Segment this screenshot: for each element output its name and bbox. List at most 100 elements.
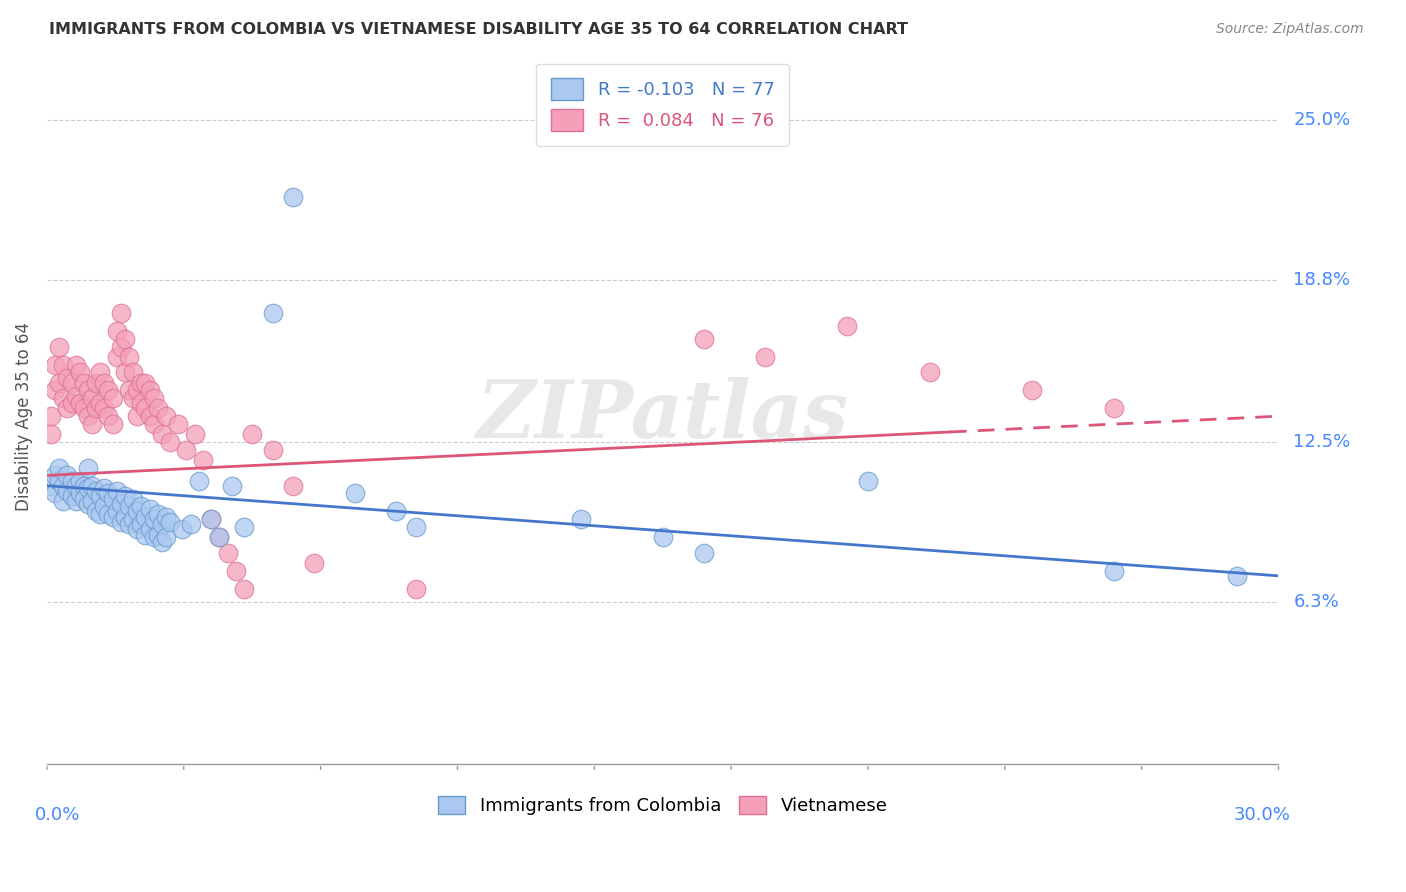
Point [150,427,173,442]
Text: 0.0%: 0.0% [35,805,80,823]
Point [39,409,62,424]
Point [84,376,107,390]
Point [176,442,198,457]
Point [131,500,153,514]
Point [150,535,173,549]
Point [52,391,75,405]
Point [208,530,231,544]
Point [134,509,156,524]
Text: 30.0%: 30.0% [1234,805,1291,823]
Point [1104,401,1126,416]
Point [118,350,141,364]
Point [1021,384,1043,398]
Point [48,460,70,475]
Point [146,401,169,416]
Point [131,517,153,532]
Point [77,481,100,495]
Point [1104,564,1126,578]
Point [302,556,325,570]
Point [48,340,70,354]
Point [118,517,141,532]
Point [80,479,103,493]
Point [97,507,120,521]
Point [200,512,222,526]
Point [1226,569,1249,583]
Point [84,401,107,416]
Point [56,468,79,483]
Point [127,409,149,424]
Point [110,497,132,511]
Point [856,474,879,488]
Point [114,332,136,346]
Point [110,340,132,354]
Point [44,486,66,500]
Point [89,507,111,521]
Point [134,401,156,416]
Point [73,376,96,390]
Point [101,417,124,431]
Point [142,391,165,405]
Point [97,486,120,500]
Point [146,527,169,541]
Text: ZIPatlas: ZIPatlas [477,377,849,455]
Point [221,479,243,493]
Point [138,384,160,398]
Point [134,527,156,541]
Point [77,497,100,511]
Point [105,483,128,498]
Point [122,512,145,526]
Point [200,512,222,526]
Point [142,530,165,544]
Point [80,391,103,405]
Point [105,350,128,364]
Point [122,391,145,405]
Point [127,504,149,518]
Point [122,491,145,506]
Point [77,384,100,398]
Point [69,486,91,500]
Point [39,427,62,442]
Point [93,376,115,390]
Text: 6.3%: 6.3% [1294,592,1339,611]
Point [93,401,115,416]
Point [233,520,256,534]
Point [110,306,132,320]
Point [159,434,181,449]
Point [217,546,239,560]
Point [65,494,87,508]
Point [80,494,103,508]
Point [69,365,91,379]
Point [262,306,284,320]
Point [77,409,100,424]
Text: Source: ZipAtlas.com: Source: ZipAtlas.com [1216,22,1364,37]
Point [343,486,366,500]
Point [101,509,124,524]
Point [52,358,75,372]
Point [172,523,194,537]
Point [651,530,673,544]
Point [84,483,107,498]
Text: IMMIGRANTS FROM COLOMBIA VS VIETNAMESE DISABILITY AGE 35 TO 64 CORRELATION CHART: IMMIGRANTS FROM COLOMBIA VS VIETNAMESE D… [49,22,908,37]
Point [84,504,107,518]
Point [69,474,91,488]
Point [60,376,83,390]
Point [118,384,141,398]
Text: 12.5%: 12.5% [1294,433,1351,451]
Point [89,396,111,410]
Point [73,401,96,416]
Point [60,489,83,503]
Point [187,474,209,488]
Point [405,582,427,596]
Point [569,512,592,526]
Point [56,483,79,498]
Point [142,417,165,431]
Point [101,391,124,405]
Point [89,489,111,503]
Point [150,517,173,532]
Point [65,388,87,402]
Point [52,494,75,508]
Point [48,474,70,488]
Point [138,501,160,516]
Point [60,396,83,410]
Point [167,417,190,431]
